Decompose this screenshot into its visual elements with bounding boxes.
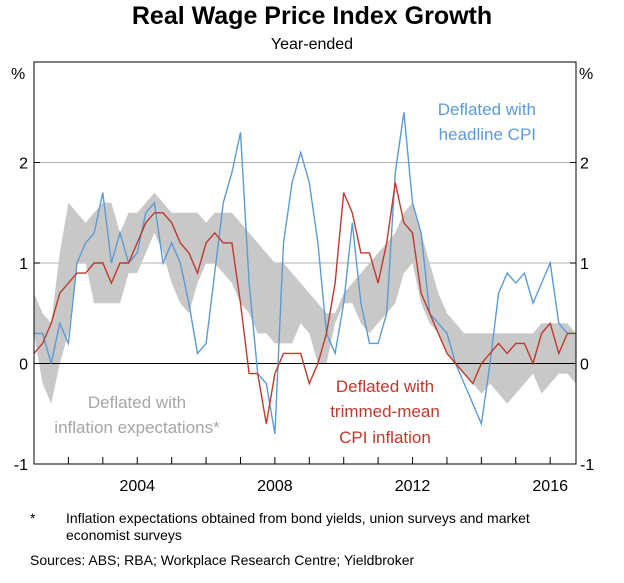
y-tick-label-left: -1 xyxy=(14,457,28,474)
y-tick-label-left: 0 xyxy=(19,357,28,374)
y-tick-label-right: 0 xyxy=(580,357,589,374)
inflation-expectations-band xyxy=(34,193,576,404)
y-tick-label-right: 1 xyxy=(580,256,589,273)
band-label-line1: Deflated with xyxy=(88,393,186,412)
x-tick-label: 2004 xyxy=(119,478,155,495)
x-tick-label: 2008 xyxy=(257,478,293,495)
headline-label-line2: headline CPI xyxy=(439,125,536,144)
trimmed-label-line2: trimmed-mean xyxy=(330,402,440,421)
headline-label-line1: Deflated with xyxy=(438,100,536,119)
y-unit-left: % xyxy=(11,66,25,83)
trimmed-label-line3: CPI inflation xyxy=(339,428,431,447)
y-tick-label-left: 2 xyxy=(19,156,28,173)
footnote-marker: * xyxy=(30,510,35,526)
y-tick-label-right: 2 xyxy=(580,156,589,173)
y-unit-right: % xyxy=(579,66,593,83)
sources-note: Sources: ABS; RBA; Workplace Research Ce… xyxy=(30,552,414,568)
wage-growth-chart: -1 -1 0 0 1 1 2 2 2004 2008 2012 2016 % % Deflated … xyxy=(0,0,624,500)
x-tick-label: 2016 xyxy=(532,478,568,495)
y-tick-label-right: -1 xyxy=(580,457,594,474)
y-tick-label-left: 1 xyxy=(19,256,28,273)
trimmed-label-line1: Deflated with xyxy=(336,377,434,396)
x-tick-label: 2012 xyxy=(395,478,431,495)
footnote-text: Inflation expectations obtained from bon… xyxy=(66,510,586,544)
band-label-line2: inflation expectations* xyxy=(54,418,220,437)
